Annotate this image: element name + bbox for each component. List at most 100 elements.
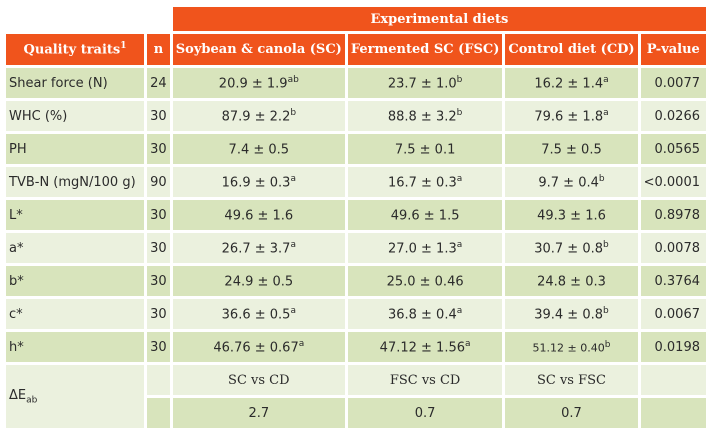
mean-sd: 7.4 ± 0.5: [228, 142, 290, 158]
p-value-cell: 0.3764: [640, 266, 706, 296]
mean-sd: 16.7 ± 0.3: [387, 175, 457, 191]
fsc-value-cell: 16.7 ± 0.3a: [347, 167, 503, 197]
table-row: Shear force (N) 24 20.9 ± 1.9ab 23.7 ± 1.0b…: [6, 68, 706, 98]
mean-sd: 87.9 ± 2.2: [221, 109, 291, 125]
trait-cell: TVB-N (mgN/100 g): [6, 167, 145, 197]
sc-value-cell: 46.76 ± 0.67a: [172, 332, 345, 362]
mean-sd: 24.8 ± 0.3: [537, 274, 606, 290]
mean-sd: 7.5 ± 0.5: [541, 142, 602, 158]
comparison-label: SC vs CD: [172, 365, 345, 395]
sc-value-cell: 7.4 ± 0.5: [172, 134, 345, 164]
cd-value-cell: 7.5 ± 0.5: [505, 134, 638, 164]
delta-e-subscript: ab: [26, 395, 38, 406]
trait-cell: L*: [6, 200, 145, 230]
mean-sd: 16.2 ± 1.4: [534, 76, 604, 92]
cd-value-cell: 79.6 ± 1.8a: [505, 101, 638, 131]
table-row: WHC (%) 30 87.9 ± 2.2b 88.8 ± 3.2b 79.6 ± 1.…: [6, 101, 706, 131]
n-cell: 30: [147, 101, 170, 131]
table-row: b* 30 24.9 ± 0.5 25.0 ± 0.46 24.8 ± 0.3 0.376…: [6, 266, 706, 296]
table-row: TVB-N (mgN/100 g) 90 16.9 ± 0.3a 16.7 ± 0.3…: [6, 167, 706, 197]
significance-letter: a: [290, 239, 296, 250]
trait-cell: b*: [6, 266, 145, 296]
fsc-value-cell: 49.6 ± 1.5: [347, 200, 503, 230]
trait-cell: a*: [6, 233, 145, 263]
p-value-cell: <0.0001: [640, 167, 706, 197]
significance-letter: ab: [287, 74, 299, 85]
p-value-cell: 0.0077: [640, 68, 706, 98]
fsc-value-cell: 88.8 ± 3.2b: [347, 101, 503, 131]
n-cell: 30: [147, 266, 170, 296]
n-cell: 30: [147, 299, 170, 329]
significance-letter: a: [603, 74, 609, 85]
delta-e-value-row: 2.7 0.7 0.7: [6, 398, 706, 428]
sc-value-cell: 49.6 ± 1.6: [172, 200, 345, 230]
trait-cell: Shear force (N): [6, 68, 145, 98]
sc-value-cell: 26.7 ± 3.7a: [172, 233, 345, 263]
col-header-quality-traits: Quality traits1: [6, 34, 145, 65]
cd-value-cell: 9.7 ± 0.4b: [505, 167, 638, 197]
mean-sd: 79.6 ± 1.8: [534, 109, 604, 125]
col-header-cd: Control diet (CD): [505, 34, 638, 65]
trait-cell: PH: [6, 134, 145, 164]
cd-value-cell: 24.8 ± 0.3: [505, 266, 638, 296]
col-header-n: n: [147, 34, 170, 65]
mean-sd: 49.6 ± 1.6: [224, 208, 294, 224]
trait-cell: h*: [6, 332, 145, 362]
fsc-value-cell: 23.7 ± 1.0b: [347, 68, 503, 98]
header-spacer: [6, 7, 170, 31]
sc-value-cell: 16.9 ± 0.3a: [172, 167, 345, 197]
significance-letter: a: [290, 173, 296, 184]
significance-letter: b: [456, 107, 463, 118]
p-value-cell: 0.0266: [640, 101, 706, 131]
delta-e-comparison-row: ΔEab SC vs CD FSC vs CD SC vs FSC: [6, 365, 706, 428]
p-value-cell: 0.0198: [640, 332, 706, 362]
mean-sd: 49.3 ± 1.6: [537, 208, 606, 224]
significance-letter: b: [604, 339, 611, 350]
mean-sd: 26.7 ± 3.7: [221, 241, 291, 257]
cd-value-cell: 51.12 ± 0.40b: [505, 332, 638, 362]
table-row: PH 30 7.4 ± 0.5 7.5 ± 0.1 7.5 ± 0.5 0.0565: [6, 134, 706, 164]
mean-sd: 51.12 ± 0.40: [532, 341, 605, 355]
delta-e-label: ΔEab: [6, 365, 145, 428]
n-cell: 30: [147, 200, 170, 230]
mean-sd: 46.76 ± 0.67: [213, 340, 299, 356]
mean-sd: 23.7 ± 1.0: [387, 76, 457, 92]
comparison-label: SC vs FSC: [505, 365, 638, 395]
fsc-value-cell: 47.12 ± 1.56a: [347, 332, 503, 362]
significance-letter: b: [456, 74, 463, 85]
delta-e-symbol: ΔE: [9, 387, 27, 403]
fsc-value-cell: 27.0 ± 1.3a: [347, 233, 503, 263]
n-cell: 30: [147, 332, 170, 362]
p-value-cell: 0.8978: [640, 200, 706, 230]
p-value-cell: 0.0067: [640, 299, 706, 329]
n-cell: 30: [147, 134, 170, 164]
mean-sd: 36.8 ± 0.4: [387, 307, 457, 323]
significance-letter: b: [603, 305, 609, 316]
significance-letter: a: [298, 338, 305, 349]
mean-sd: 25.0 ± 0.46: [386, 274, 464, 290]
col-header-sc: Soybean & canola (SC): [172, 34, 345, 65]
col-header-p-value: P-value: [640, 34, 706, 65]
n-cell: 90: [147, 167, 170, 197]
mean-sd: 39.4 ± 0.8: [534, 307, 604, 323]
sc-value-cell: 87.9 ± 2.2b: [172, 101, 345, 131]
n-cell: [147, 398, 170, 428]
p-value-cell: 0.0078: [640, 233, 706, 263]
sc-value-cell: 20.9 ± 1.9ab: [172, 68, 345, 98]
comparison-label: FSC vs CD: [347, 365, 503, 395]
delta-e-value: 0.7: [505, 398, 638, 428]
significance-letter: a: [290, 305, 296, 316]
experimental-diets-header: Experimental diets: [172, 7, 706, 31]
mean-sd: 20.9 ± 1.9: [218, 76, 288, 92]
mean-sd: 24.9 ± 0.5: [224, 274, 294, 290]
n-cell: 24: [147, 68, 170, 98]
mean-sd: 16.9 ± 0.3: [221, 175, 291, 191]
significance-letter: b: [290, 107, 297, 118]
significance-letter: a: [456, 305, 463, 316]
cd-value-cell: 49.3 ± 1.6: [505, 200, 638, 230]
cd-value-cell: 16.2 ± 1.4a: [505, 68, 638, 98]
mean-sd: 47.12 ± 1.56: [379, 340, 465, 356]
delta-e-value: 2.7: [172, 398, 345, 428]
cd-value-cell: 39.4 ± 0.8b: [505, 299, 638, 329]
mean-sd: 30.7 ± 0.8: [534, 241, 604, 257]
